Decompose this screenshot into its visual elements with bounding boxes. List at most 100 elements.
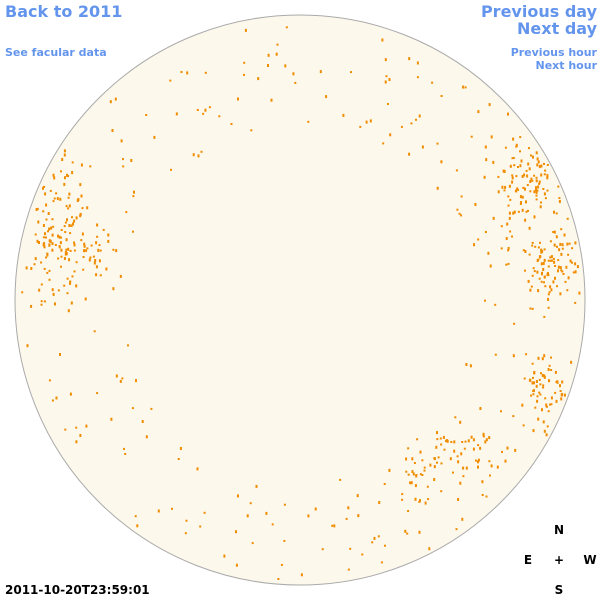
facula-spot [384, 80, 387, 84]
facula-spot [445, 439, 448, 441]
facula-spot [568, 242, 571, 245]
facula-spot [52, 225, 55, 228]
facula-spot [48, 379, 51, 382]
facula-spot [508, 211, 511, 215]
facula-spot [440, 160, 443, 164]
previous-hour-link[interactable]: Previous hour [511, 46, 598, 59]
facula-spot [507, 249, 510, 252]
facula-spot [533, 190, 536, 194]
facula-spot [521, 403, 524, 407]
facula-spot [508, 184, 511, 188]
facula-spot [571, 261, 573, 264]
facula-spot [556, 380, 559, 384]
facula-spot [408, 152, 411, 156]
facula-spot [473, 243, 475, 247]
facula-spot [554, 370, 557, 374]
facula-spot [26, 344, 29, 348]
facula-spot [477, 458, 480, 462]
facula-spot [479, 446, 482, 450]
facula-spot [454, 416, 457, 419]
facula-spot [63, 284, 66, 287]
facula-spot [535, 176, 538, 179]
facula-spot [532, 393, 535, 396]
facula-spot [544, 397, 547, 400]
facula-spot [509, 164, 512, 168]
facula-spot [43, 245, 46, 249]
facula-spot [557, 259, 560, 262]
facula-spot [96, 223, 99, 227]
facula-spot [529, 307, 532, 310]
facula-spot [474, 203, 477, 206]
facula-spot [531, 179, 534, 182]
facula-spot [446, 439, 449, 443]
facula-spot [423, 469, 426, 472]
facula-spot [97, 248, 100, 252]
facula-spot [197, 154, 200, 158]
facula-spot [459, 481, 462, 485]
facula-spot [517, 166, 519, 168]
facula-spot [371, 541, 374, 544]
compass-south: S [555, 583, 564, 597]
previous-day-link[interactable]: Previous day [481, 2, 598, 21]
facula-spot [283, 503, 286, 506]
facula-spot [517, 210, 520, 213]
facula-spot [58, 246, 61, 249]
facula-spot [462, 475, 465, 478]
facular-link[interactable]: See facular data [5, 46, 107, 59]
facula-spot [461, 441, 464, 443]
facula-spot [535, 188, 538, 192]
facula-spot [271, 523, 274, 526]
facula-spot [55, 396, 58, 400]
facula-spot [525, 200, 527, 204]
facula-spot [560, 269, 563, 272]
facula-spot [64, 250, 67, 253]
facula-spot [49, 239, 52, 243]
facula-spot [532, 389, 535, 392]
facula-spot [122, 158, 124, 161]
facula-spot [522, 424, 525, 427]
facula-spot [452, 471, 454, 474]
facula-spot [523, 377, 526, 380]
facula-spot [95, 265, 98, 269]
facula-spot [501, 185, 504, 189]
facula-spot [65, 238, 68, 242]
facula-spot [481, 480, 484, 484]
facula-spot [455, 169, 458, 172]
next-day-link[interactable]: Next day [517, 19, 598, 38]
facula-spot [457, 498, 460, 501]
facula-spot [88, 258, 91, 262]
facula-spot [418, 530, 421, 534]
facula-spot [75, 261, 78, 264]
facula-spot [60, 236, 62, 239]
back-link[interactable]: Back to 2011 [5, 2, 122, 21]
facula-spot [45, 203, 48, 207]
facula-spot [40, 303, 43, 306]
facula-spot [383, 483, 386, 485]
facula-spot [489, 474, 491, 477]
facula-spot [524, 269, 526, 272]
facula-spot [532, 376, 534, 379]
facula-spot [559, 242, 562, 246]
facula-spot [528, 147, 530, 150]
facula-spot [503, 169, 506, 173]
facula-spot [42, 210, 45, 213]
facula-spot [564, 280, 567, 283]
facula-spot [536, 399, 539, 403]
facula-spot [437, 456, 440, 459]
facula-spot [556, 245, 558, 248]
facula-spot [123, 447, 125, 450]
facula-spot [349, 547, 352, 550]
facula-spot [411, 470, 414, 474]
facula-spot [405, 470, 408, 473]
facula-spot [38, 241, 40, 244]
facula-spot [51, 288, 54, 292]
facula-spot [511, 176, 514, 180]
facula-spot [511, 174, 514, 177]
next-hour-link[interactable]: Next hour [536, 59, 598, 72]
facula-spot [64, 221, 67, 224]
facula-spot [68, 192, 71, 196]
facula-spot [361, 553, 364, 556]
facula-spot [410, 481, 413, 485]
